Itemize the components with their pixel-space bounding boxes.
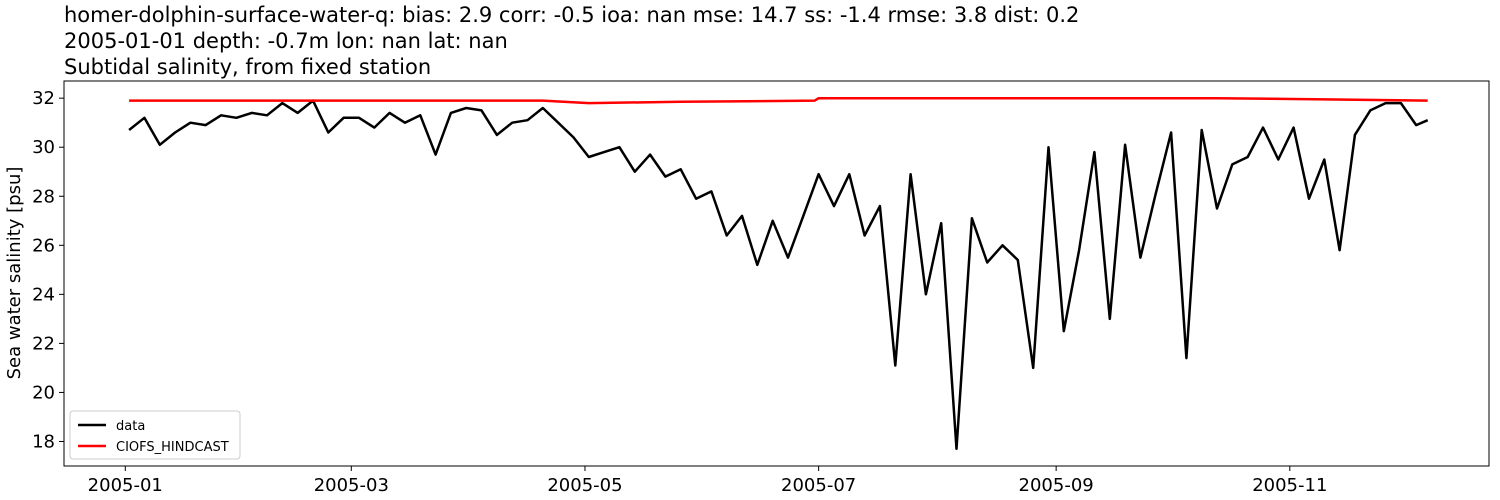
plot-frame: [63, 80, 1490, 467]
legend-label: data: [116, 419, 145, 434]
y-tick-label: 20: [32, 382, 55, 403]
title-line: 2005-01-01 depth: -0.7m lon: nan lat: na…: [64, 29, 508, 53]
y-tick-label: 26: [32, 235, 55, 256]
x-tick-label: 2005-01: [88, 475, 163, 496]
y-tick-label: 18: [32, 431, 55, 452]
x-tick-label: 2005-03: [314, 475, 389, 496]
x-tick-label: 2005-09: [1019, 475, 1094, 496]
x-tick-label: 2005-07: [781, 475, 856, 496]
y-tick-label: 22: [32, 333, 55, 354]
series-line: [128, 99, 1429, 451]
y-tick-label: 24: [32, 284, 55, 305]
y-tick-label: 30: [32, 137, 55, 158]
legend-label: CIOFS_HINDCAST: [116, 440, 229, 455]
legend-box: [69, 410, 241, 460]
series-line: [129, 96, 1428, 105]
y-tick-label: 32: [32, 88, 55, 109]
x-tick-label: 2005-11: [1252, 475, 1327, 496]
y-axis-label: Sea water salinity [psu]: [4, 167, 25, 380]
y-tick-label: 28: [32, 186, 55, 207]
title-line: homer-dolphin-surface-water-q: bias: 2.9…: [64, 3, 1079, 27]
title-line: Subtidal salinity, from fixed station: [64, 55, 431, 79]
x-tick-label: 2005-05: [547, 475, 622, 496]
